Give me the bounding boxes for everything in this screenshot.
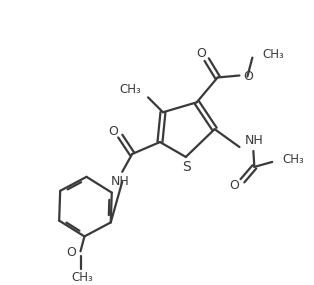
Text: O: O — [108, 125, 118, 138]
Text: O: O — [196, 47, 206, 60]
Text: CH₃: CH₃ — [72, 271, 93, 284]
Text: CH₃: CH₃ — [262, 48, 284, 61]
Text: NH: NH — [111, 175, 130, 188]
Text: O: O — [230, 179, 239, 192]
Text: O: O — [243, 70, 253, 83]
Text: O: O — [67, 246, 77, 259]
Text: NH: NH — [244, 134, 263, 146]
Text: CH₃: CH₃ — [282, 153, 304, 166]
Text: CH₃: CH₃ — [119, 83, 141, 96]
Text: S: S — [182, 160, 191, 174]
